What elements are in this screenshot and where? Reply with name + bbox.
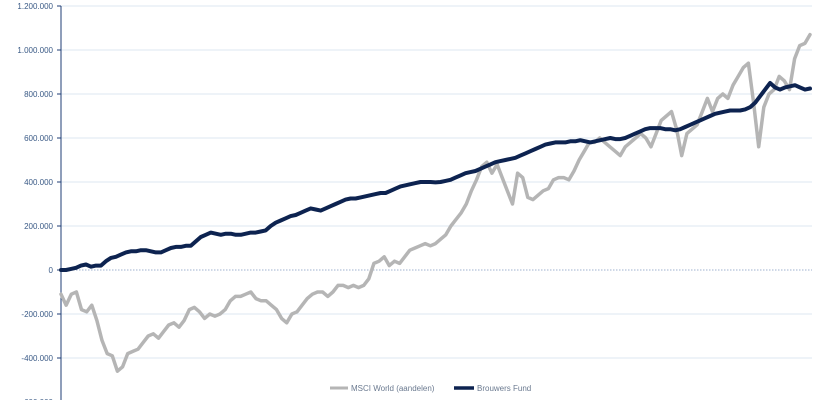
- y-tick-label: -400.000: [21, 354, 53, 363]
- y-tick-label: 1.000.000: [17, 46, 53, 55]
- y-tick-label: 0: [49, 266, 54, 275]
- msci-world-line: [59, 32, 812, 373]
- y-tick-label: 800.000: [24, 90, 53, 99]
- legend-label-brouwers-fund: Brouwers Fund: [477, 384, 531, 393]
- y-axis: -600.000 -400.000 -200.000 0 200.000 400.000 6…: [17, 2, 62, 400]
- series-layer: [59, 32, 812, 373]
- legend: MSCI World (aandelen) Brouwers Fund: [330, 384, 531, 393]
- y-tick-label: 200.000: [24, 222, 53, 231]
- y-tick-label: -200.000: [21, 310, 53, 319]
- gridlines: [61, 5, 812, 359]
- y-tick-label: 1.200.000: [17, 2, 53, 11]
- y-tick-label: 400.000: [24, 178, 53, 187]
- y-tick-label: -600.000: [21, 398, 53, 400]
- y-tick-label: 600.000: [24, 134, 53, 143]
- brouwers-fund-line: [59, 81, 812, 272]
- legend-label-msci-world: MSCI World (aandelen): [351, 384, 435, 393]
